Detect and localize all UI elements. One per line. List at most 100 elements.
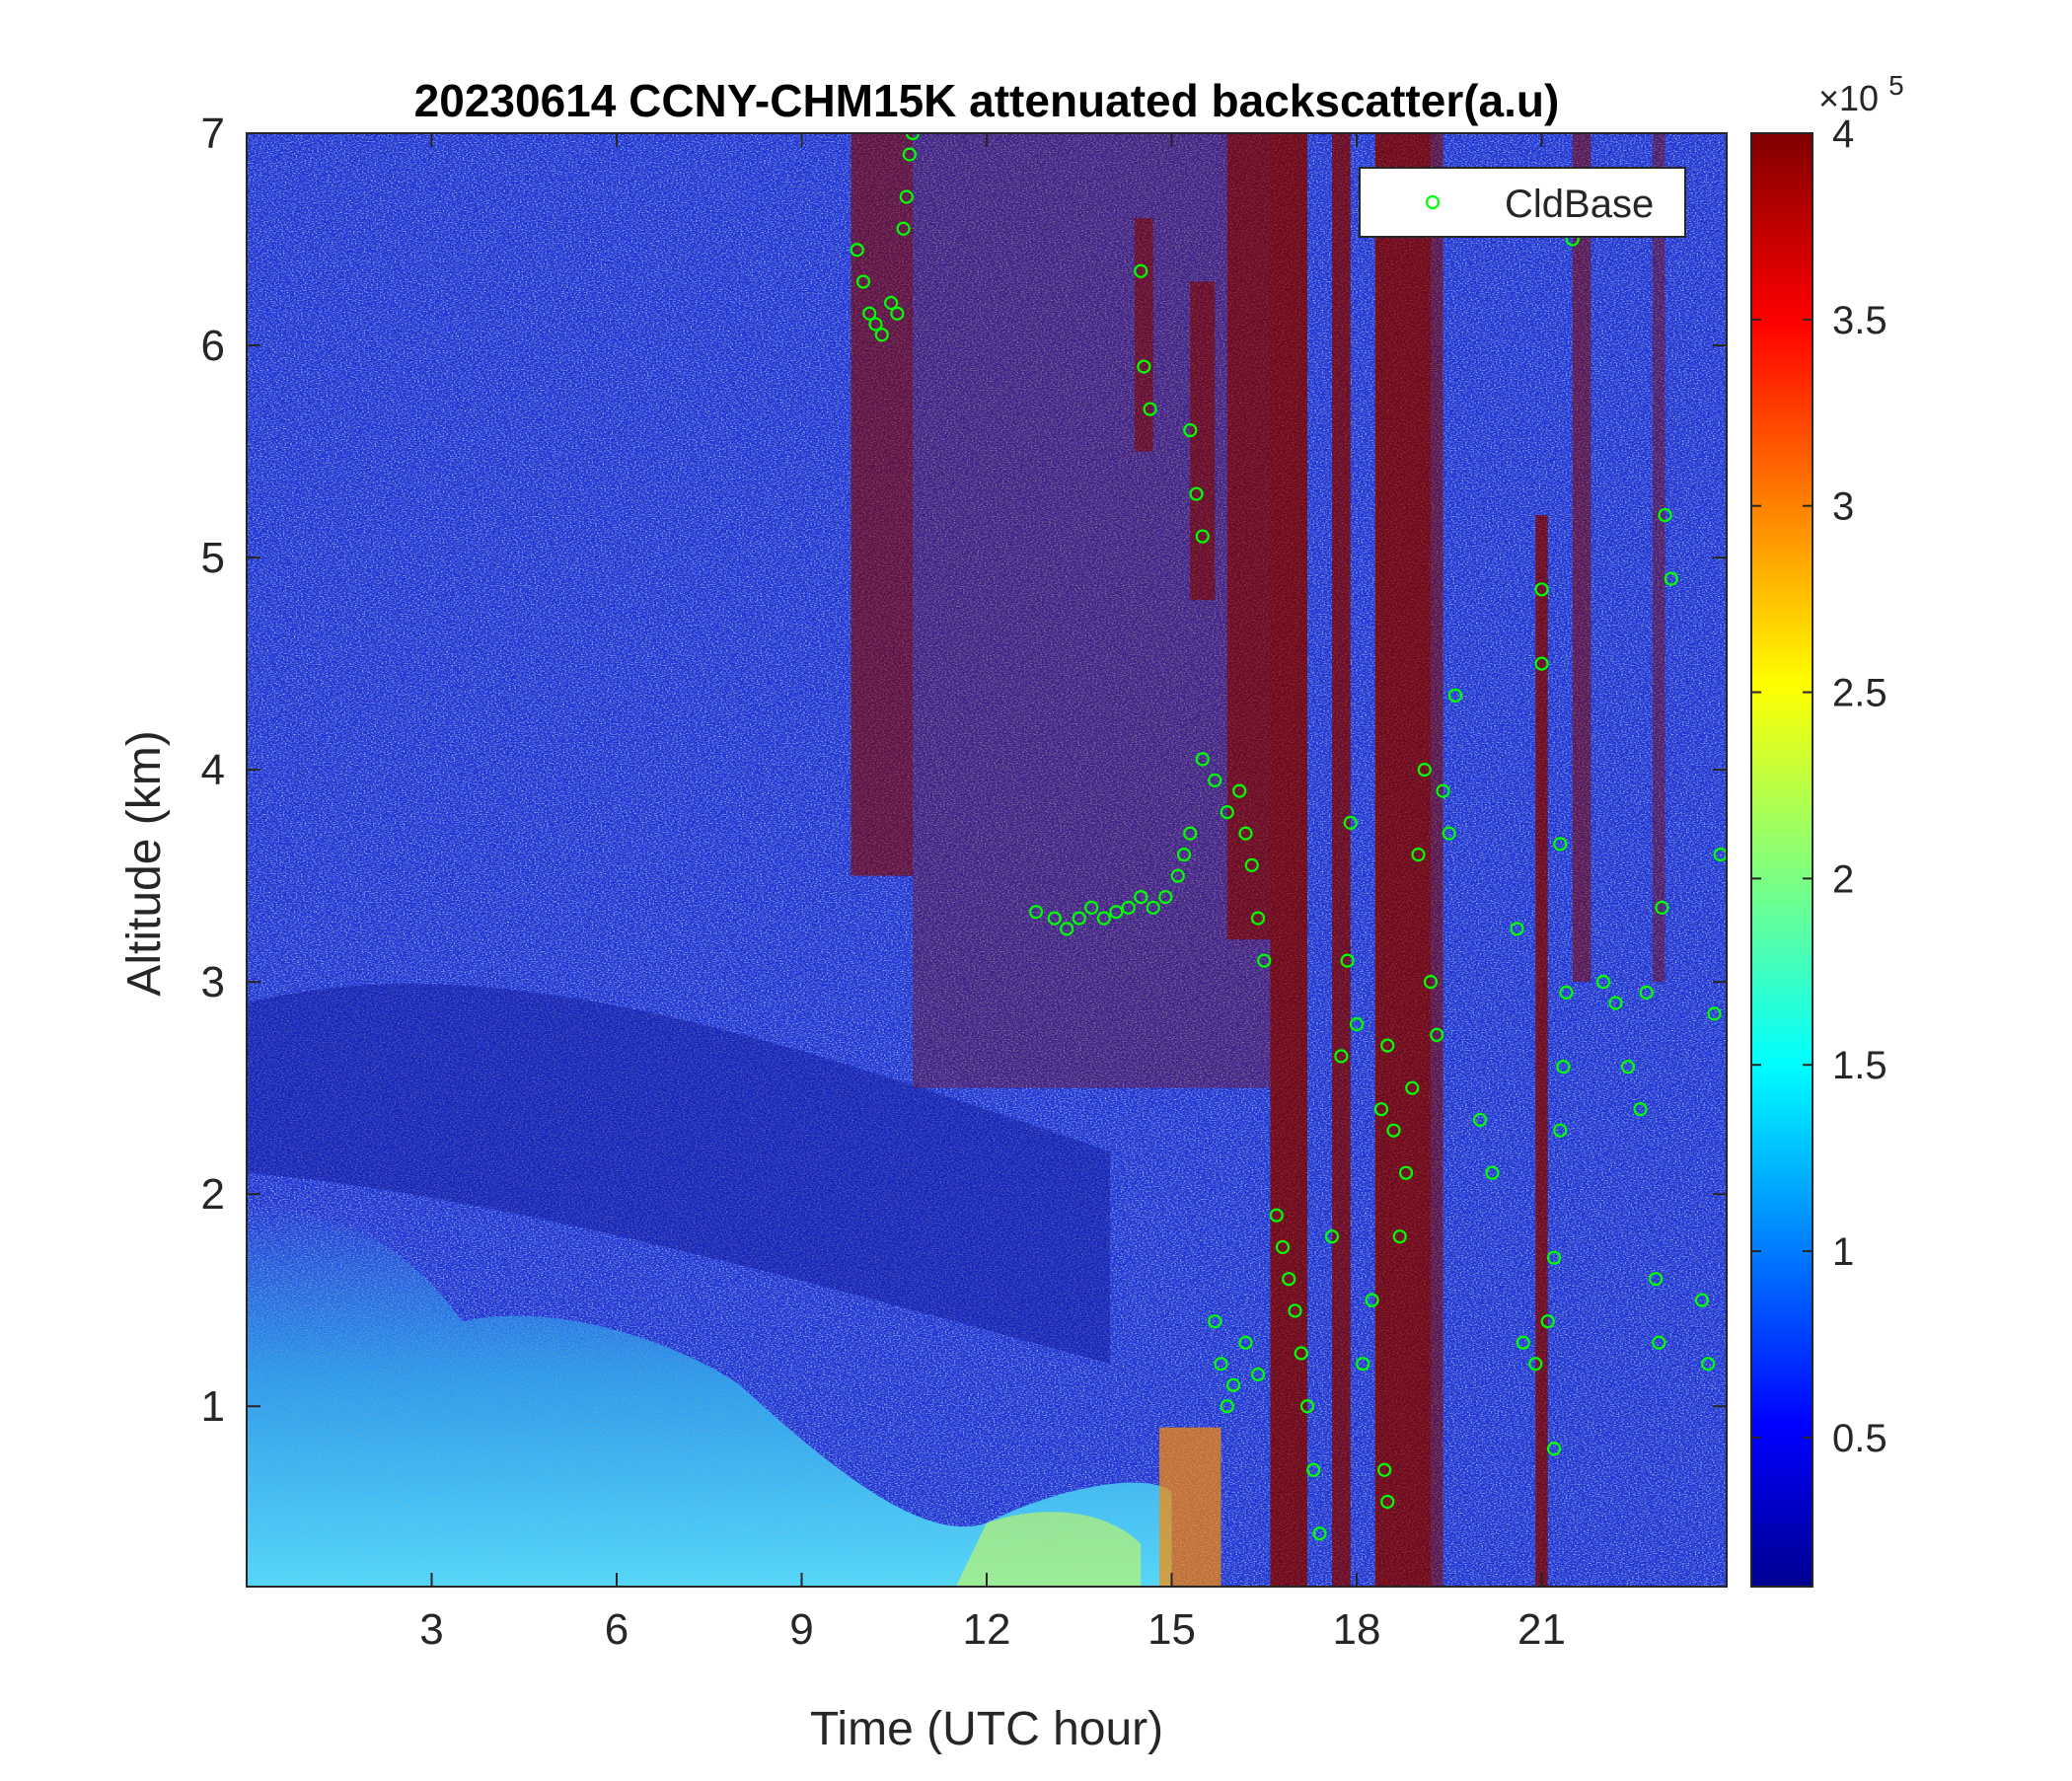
cldbase-point: [1356, 1357, 1370, 1372]
cldbase-point: [1134, 263, 1148, 278]
x-tick-label: 18: [1333, 1605, 1381, 1654]
cldbase-point: [1294, 1346, 1308, 1361]
cldbase-point: [1707, 1006, 1722, 1021]
x-tick-label: 6: [605, 1605, 629, 1654]
cldbase-point: [1485, 1165, 1500, 1180]
cldbase-point: [1516, 1335, 1530, 1350]
cldbase-point: [1288, 1303, 1302, 1318]
cldbase-point: [1528, 1357, 1543, 1372]
heatmap-surface-rain: [1159, 1427, 1221, 1587]
cldbase-point: [1664, 571, 1678, 586]
colorbar-tick-label: 1: [1832, 1230, 1854, 1274]
cldbase-point: [1447, 688, 1463, 703]
cloud-base-markers: [850, 133, 1727, 1541]
colorbar-tick-label: 3: [1832, 485, 1854, 529]
colorbar-exponent-power: 5: [1888, 70, 1904, 101]
cldbase-point: [1158, 890, 1173, 905]
colorbar-tick-label: 0.5: [1832, 1417, 1887, 1460]
backscatter-heatmap: [247, 133, 1727, 1587]
cldbase-point: [1096, 911, 1111, 926]
cldbase-point: [1282, 1272, 1296, 1287]
cldbase-point: [1225, 1377, 1241, 1392]
cldbase-point: [890, 306, 905, 321]
x-axis-label: Time (UTC hour): [810, 1703, 1163, 1755]
cldbase-point: [1365, 1293, 1379, 1307]
cldbase-point: [1269, 1208, 1284, 1223]
cldbase-point: [1377, 1462, 1392, 1477]
x-tick-label: 3: [419, 1605, 443, 1654]
cldbase-point: [1649, 1272, 1664, 1287]
y-tick-label: 4: [201, 746, 225, 794]
colorbar-tick-label: 1.5: [1832, 1044, 1887, 1087]
cldbase-point: [1238, 826, 1253, 841]
cldbase-point: [896, 221, 911, 236]
cldbase-point: [905, 133, 921, 141]
cldbase-point: [1534, 656, 1549, 671]
cldbase-point: [1121, 900, 1136, 915]
cldbase-point: [1442, 826, 1456, 841]
cldbase-point: [1620, 1060, 1636, 1075]
cldbase-point: [1189, 486, 1204, 501]
colorbar-tick-label: 4: [1832, 112, 1854, 156]
cldbase-point: [1553, 837, 1568, 852]
cldbase-point: [1214, 1357, 1228, 1372]
cldbase-point: [874, 328, 889, 342]
cldbase-point: [1639, 985, 1654, 1000]
cldbase-point: [1146, 900, 1160, 915]
cldbase-point: [1423, 975, 1439, 990]
legend: CldBase: [1359, 167, 1686, 238]
cldbase-point: [1340, 953, 1355, 968]
cldbase-point: [1694, 1293, 1710, 1307]
cldbase-point: [1556, 1060, 1571, 1075]
cldbase-point: [1220, 805, 1234, 820]
cldbase-point: [1430, 1027, 1444, 1043]
x-tick-label: 15: [1147, 1605, 1196, 1654]
colorbar-ticks: 0.5 1 1.5 2 2.5 3 3.5 4: [1751, 112, 1887, 1460]
cldbase-point: [899, 189, 914, 204]
cldbase-point: [1472, 1112, 1488, 1128]
cldbase-point: [855, 274, 871, 289]
cldbase-point: [1349, 1017, 1365, 1032]
y-tick-label: 3: [201, 958, 225, 1006]
cldbase-point: [1373, 1102, 1389, 1117]
cldbase-point: [1170, 868, 1185, 883]
cldbase-point: [1306, 1462, 1321, 1477]
cldbase-point: [1084, 900, 1099, 915]
cldbase-point: [1232, 783, 1247, 798]
x-tick-label: 12: [963, 1605, 1011, 1654]
cldbase-point: [868, 317, 883, 332]
cldbase-point: [850, 243, 864, 258]
legend-marker-icon: [1425, 194, 1441, 210]
colorbar-tick-label: 2: [1832, 857, 1854, 901]
y-tick-label: 7: [201, 110, 225, 158]
cldbase-point: [1559, 985, 1574, 1000]
cldbase-point: [1220, 1399, 1234, 1414]
cldbase-point: [1380, 1038, 1395, 1053]
cldbase-point: [1238, 1335, 1253, 1350]
cldbase-point: [1405, 1080, 1420, 1095]
cldbase-point: [1534, 582, 1549, 597]
colorbar-tick-label: 3.5: [1832, 299, 1887, 342]
x-tick-label: 21: [1517, 1605, 1566, 1654]
cldbase-point: [1380, 1494, 1395, 1510]
cldbase-point: [862, 306, 877, 321]
colorbar-tick-label: 2.5: [1832, 672, 1887, 715]
cldbase-point: [1183, 826, 1198, 841]
legend-entry-cldbase: CldBase: [1505, 183, 1654, 226]
y-tick-label: 6: [201, 322, 225, 370]
cldbase-point: [1392, 1229, 1407, 1244]
cldbase-point: [1553, 1123, 1568, 1138]
cldbase-point: [1652, 1335, 1666, 1350]
cldbase-point: [1658, 507, 1672, 523]
x-tick-label: 9: [789, 1605, 813, 1654]
cldbase-point: [1195, 529, 1210, 544]
y-tick-label: 1: [201, 1382, 225, 1431]
cldbase-point: [1540, 1314, 1555, 1329]
cldbase-point: [1028, 905, 1044, 920]
cldbase-point: [1655, 900, 1669, 915]
cldbase-point: [1510, 922, 1524, 936]
cldbase-point: [1208, 773, 1222, 787]
cldbase-point: [1244, 857, 1259, 872]
cldbase-point: [1134, 890, 1148, 905]
cldbase-point: [1411, 848, 1426, 862]
